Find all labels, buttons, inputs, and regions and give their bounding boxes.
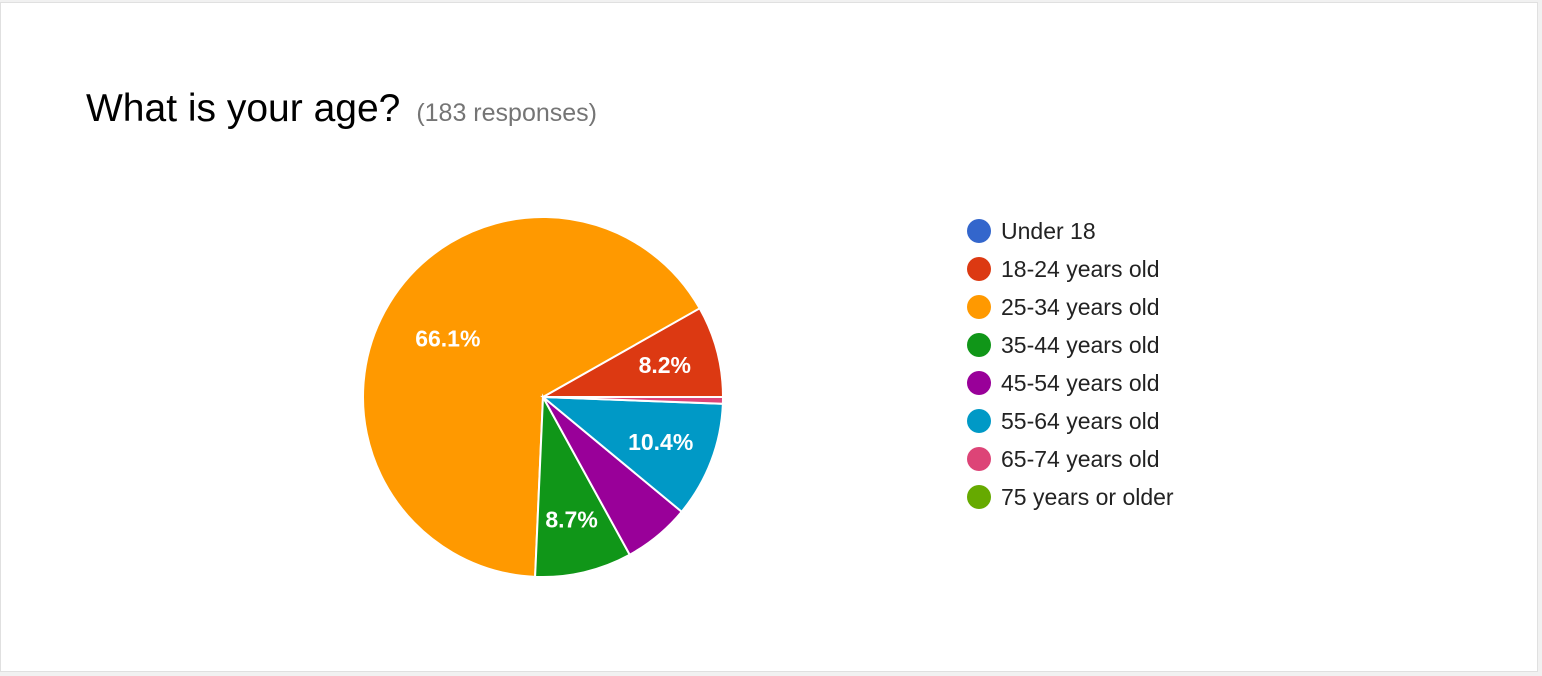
legend-item-45-54-years-old[interactable]: 45-54 years old [967, 364, 1174, 402]
pie-slice-55-64-years-old[interactable] [540, 395, 724, 514]
question-title: What is your age? [86, 87, 401, 130]
legend-item-18-24-years-old[interactable]: 18-24 years old [967, 250, 1174, 288]
legend-label: 25-34 years old [1001, 293, 1160, 320]
legend-swatch [967, 257, 991, 281]
legend-label: 65-74 years old [1001, 445, 1160, 472]
legend-item-55-64-years-old[interactable]: 55-64 years old [967, 402, 1174, 440]
legend-item-75-years-or-older[interactable]: 75 years or older [967, 478, 1174, 516]
legend-label: 75 years or older [1001, 483, 1174, 510]
legend-label: 18-24 years old [1001, 255, 1160, 282]
legend-swatch [967, 219, 991, 243]
legend-item-35-44-years-old[interactable]: 35-44 years old [967, 326, 1174, 364]
legend-swatch [967, 485, 991, 509]
legend-swatch [967, 371, 991, 395]
pie-slice-18-24-years-old[interactable] [539, 306, 725, 398]
legend-swatch [967, 409, 991, 433]
pie-slice-label: 66.1% [415, 326, 480, 352]
legend-swatch [967, 295, 991, 319]
legend-label: 55-64 years old [1001, 407, 1160, 434]
legend-label: 35-44 years old [1001, 331, 1160, 358]
pie-slice-65-74-years-old[interactable] [542, 396, 725, 405]
response-count: (183 responses) [416, 99, 597, 127]
legend-item-65-74-years-old[interactable]: 65-74 years old [967, 440, 1174, 478]
legend-swatch [967, 447, 991, 471]
pie-slice-label: 10.4% [628, 429, 693, 455]
pie-slice-35-44-years-old[interactable] [534, 393, 632, 578]
pie-slice-25-34-years-old[interactable] [362, 216, 701, 578]
pie-slice-label: 8.7% [545, 507, 597, 533]
chart-legend: Under 18 18-24 years old 25-34 years old 35… [967, 212, 1174, 516]
legend-item-under-18[interactable]: Under 18 [967, 212, 1174, 250]
pie-slice-label: 8.2% [639, 352, 691, 378]
legend-item-25-34-years-old[interactable]: 25-34 years old [967, 288, 1174, 326]
title-row: What is your age? (183 responses) [86, 87, 597, 131]
legend-swatch [967, 333, 991, 357]
legend-label: 45-54 years old [1001, 369, 1160, 396]
pie-chart: 8.2% 66.1% 8.7% 10.4% [362, 216, 725, 578]
legend-label: Under 18 [1001, 217, 1096, 244]
